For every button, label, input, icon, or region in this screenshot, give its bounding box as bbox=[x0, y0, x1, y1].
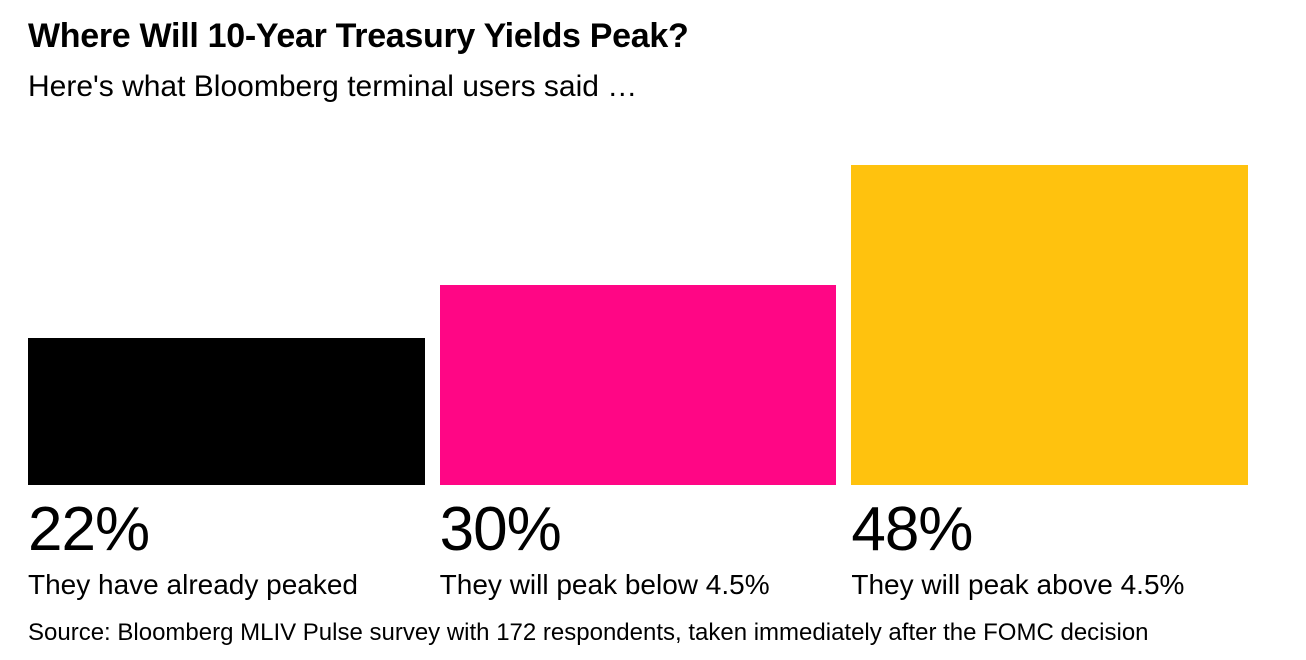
value-label: 22% bbox=[28, 494, 150, 564]
bar-column bbox=[851, 164, 1249, 485]
source-note: Source: Bloomberg MLIV Pulse survey with… bbox=[28, 618, 1149, 646]
value-label: 30% bbox=[439, 494, 562, 564]
bar-chart bbox=[28, 164, 1249, 485]
bar-label-group: 30% They will peak below 4.5% bbox=[440, 485, 837, 599]
bar-already-peaked bbox=[28, 337, 425, 485]
chart-title: Where Will 10-Year Treasury Yields Peak? bbox=[28, 17, 689, 55]
bar-peak-below-4-5 bbox=[439, 284, 837, 485]
bar-label-group: 22% They have already peaked bbox=[28, 485, 425, 599]
category-label: They will peak above 4.5% bbox=[851, 568, 1185, 600]
bar-labels-row: 22% They have already peaked 30% They wi… bbox=[28, 485, 1248, 599]
bar-column bbox=[439, 284, 837, 485]
value-label: 48% bbox=[851, 494, 973, 564]
category-label: They have already peaked bbox=[28, 568, 358, 600]
bar-peak-above-4-5 bbox=[851, 164, 1249, 485]
chart-subtitle: Here's what Bloomberg terminal users sai… bbox=[28, 69, 638, 103]
bar-column bbox=[28, 337, 425, 485]
category-label: They will peak below 4.5% bbox=[439, 568, 770, 600]
bar-label-group: 48% They will peak above 4.5% bbox=[851, 485, 1248, 599]
